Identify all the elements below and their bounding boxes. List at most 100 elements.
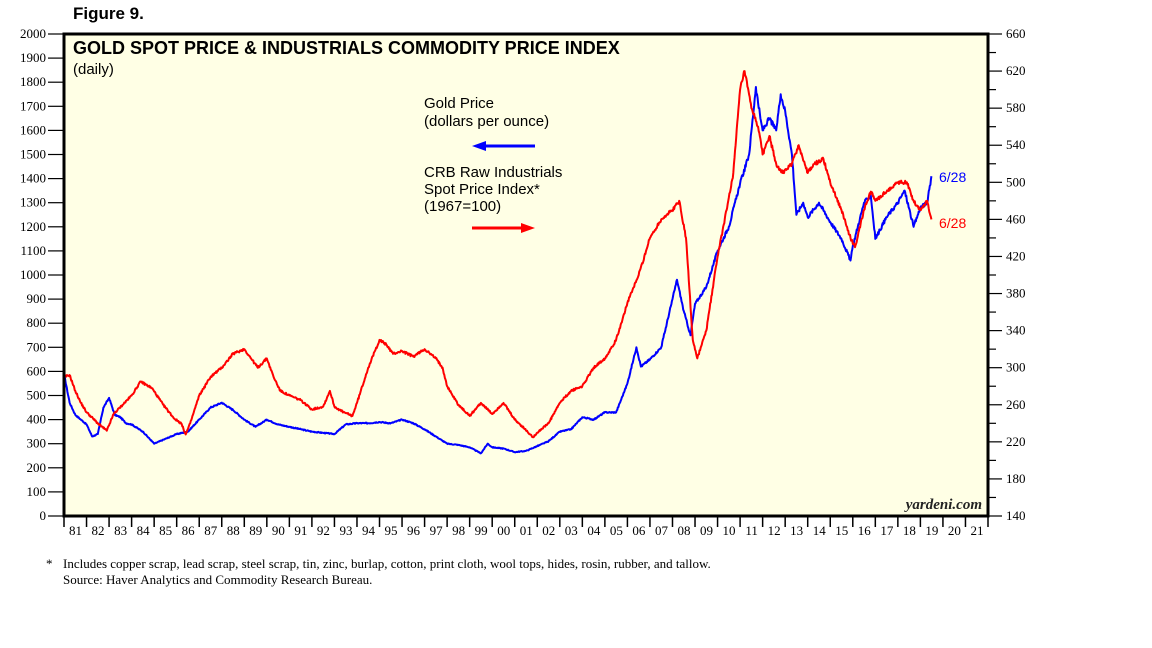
footnote-note-text: Includes copper scrap, lead scrap, steel… xyxy=(63,556,711,571)
x-tick-label: 93 xyxy=(339,523,352,538)
x-tick-label: 82 xyxy=(92,523,105,538)
x-tick-label: 85 xyxy=(159,523,172,538)
x-tick-label: 84 xyxy=(137,523,151,538)
left-tick-label: 900 xyxy=(27,291,47,306)
right-tick-label: 300 xyxy=(1006,360,1026,375)
x-tick-label: 12 xyxy=(768,523,781,538)
left-tick-label: 1000 xyxy=(20,267,46,282)
x-tick-label: 00 xyxy=(497,523,510,538)
x-tick-label: 02 xyxy=(542,523,555,538)
left-tick-label: 1500 xyxy=(20,147,46,162)
left-tick-label: 2000 xyxy=(20,26,46,41)
x-tick-label: 05 xyxy=(610,523,623,538)
legend-gold-arrow-icon xyxy=(472,141,535,151)
x-tick-label: 87 xyxy=(204,523,218,538)
legend-crb-line3: (1967=100) xyxy=(424,198,501,215)
x-tick-label: 99 xyxy=(475,523,488,538)
left-tick-label: 1800 xyxy=(20,74,46,89)
x-tick-label: 96 xyxy=(407,523,421,538)
x-tick-label: 97 xyxy=(430,523,444,538)
x-tick-label: 21 xyxy=(970,523,983,538)
left-tick-label: 1900 xyxy=(20,50,46,65)
x-tick-label: 09 xyxy=(700,523,713,538)
x-tick-label: 13 xyxy=(790,523,803,538)
left-tick-label: 1100 xyxy=(20,243,46,258)
chart: 0100200300400500600700800900100011001200… xyxy=(20,26,1026,538)
right-tick-label: 620 xyxy=(1006,63,1026,78)
left-tick-label: 500 xyxy=(27,388,47,403)
left-tick-label: 300 xyxy=(27,436,47,451)
x-tick-label: 88 xyxy=(227,523,240,538)
x-tick-label: 83 xyxy=(114,523,127,538)
footnote-marker: * xyxy=(46,556,53,571)
x-tick-label: 89 xyxy=(249,523,262,538)
x-axis: 81 82 83 84 85 86 87 88 89 90 91 92 93 94 95 96 97 98 99 00… xyxy=(63,516,989,538)
x-tick-label: 81 xyxy=(69,523,82,538)
x-tick-label: 98 xyxy=(452,523,465,538)
x-tick-label: 95 xyxy=(385,523,398,538)
left-tick-label: 600 xyxy=(27,363,47,378)
left-tick-label: 1700 xyxy=(20,98,46,113)
x-tick-label: 11 xyxy=(745,523,758,538)
figure-label: Figure 9. xyxy=(73,4,144,23)
x-tick-label: 14 xyxy=(813,523,827,538)
x-tick-label: 15 xyxy=(835,523,848,538)
legend-crb-line2: Spot Price Index* xyxy=(424,181,540,198)
right-tick-label: 380 xyxy=(1006,286,1026,301)
x-tick-label: 94 xyxy=(362,523,376,538)
gold-end-label: 6/28 xyxy=(939,169,966,185)
left-tick-label: 0 xyxy=(40,508,47,523)
left-tick-label: 1300 xyxy=(20,195,46,210)
x-tick-label: 92 xyxy=(317,523,330,538)
right-tick-label: 140 xyxy=(1006,508,1026,523)
x-tick-label: 08 xyxy=(677,523,690,538)
chart-subtitle: (daily) xyxy=(73,61,114,78)
legend-gold-line1: Gold Price xyxy=(424,95,494,112)
x-tick-label: 18 xyxy=(903,523,916,538)
x-tick-label: 19 xyxy=(925,523,938,538)
right-tick-label: 180 xyxy=(1006,471,1026,486)
right-tick-label: 540 xyxy=(1006,137,1026,152)
watermark: yardeni.com xyxy=(904,497,982,513)
legend-gold-line2: (dollars per ounce) xyxy=(424,113,549,130)
x-tick-label: 01 xyxy=(520,523,533,538)
series-layer xyxy=(63,70,933,455)
x-tick-label: 20 xyxy=(948,523,961,538)
left-tick-label: 1200 xyxy=(20,219,46,234)
x-tick-label: 86 xyxy=(182,523,196,538)
x-tick-label: 17 xyxy=(880,523,894,538)
plot-area xyxy=(64,34,988,516)
right-tick-label: 660 xyxy=(1006,26,1026,41)
x-tick-label: 06 xyxy=(632,523,646,538)
left-tick-label: 1600 xyxy=(20,122,46,137)
left-tick-label: 1400 xyxy=(20,171,46,186)
crb-end-label: 6/28 xyxy=(939,215,966,231)
footnote-note: * Includes copper scrap, lead scrap, stee… xyxy=(46,556,711,572)
legend-crb-arrow-icon xyxy=(472,223,535,233)
x-tick-label: 16 xyxy=(858,523,872,538)
crb-index-line xyxy=(63,70,933,439)
right-tick-label: 340 xyxy=(1006,323,1026,338)
footnotes: * Includes copper scrap, lead scrap, stee… xyxy=(46,556,711,588)
chart-title: GOLD SPOT PRICE & INDUSTRIALS COMMODITY … xyxy=(73,38,620,58)
left-y-axis: 0 100 200 300 400 500 600 700 800 900 1000 1100 1200… xyxy=(20,26,64,523)
right-tick-label: 580 xyxy=(1006,100,1026,115)
right-tick-label: 420 xyxy=(1006,248,1026,263)
left-tick-label: 400 xyxy=(27,412,47,427)
right-tick-label: 500 xyxy=(1006,174,1026,189)
right-tick-label: 460 xyxy=(1006,211,1026,226)
gold-price-line xyxy=(63,86,933,455)
right-y-axis: 140 180 220 260 300 340 380 420 460 500 540 580 620 6… xyxy=(988,26,1026,523)
left-tick-label: 100 xyxy=(27,484,47,499)
x-tick-label: 10 xyxy=(723,523,736,538)
x-tick-label: 91 xyxy=(294,523,307,538)
left-tick-label: 800 xyxy=(27,315,47,330)
x-tick-label: 03 xyxy=(565,523,578,538)
x-tick-label: 90 xyxy=(272,523,285,538)
legend-crb-line1: CRB Raw Industrials xyxy=(424,164,562,181)
footnote-source: Source: Haver Analytics and Commodity Re… xyxy=(63,572,373,587)
left-tick-label: 700 xyxy=(27,339,47,354)
legend: Gold Price (dollars per ounce) CRB Raw I… xyxy=(424,95,562,233)
right-tick-label: 260 xyxy=(1006,397,1026,412)
right-tick-label: 220 xyxy=(1006,434,1026,449)
